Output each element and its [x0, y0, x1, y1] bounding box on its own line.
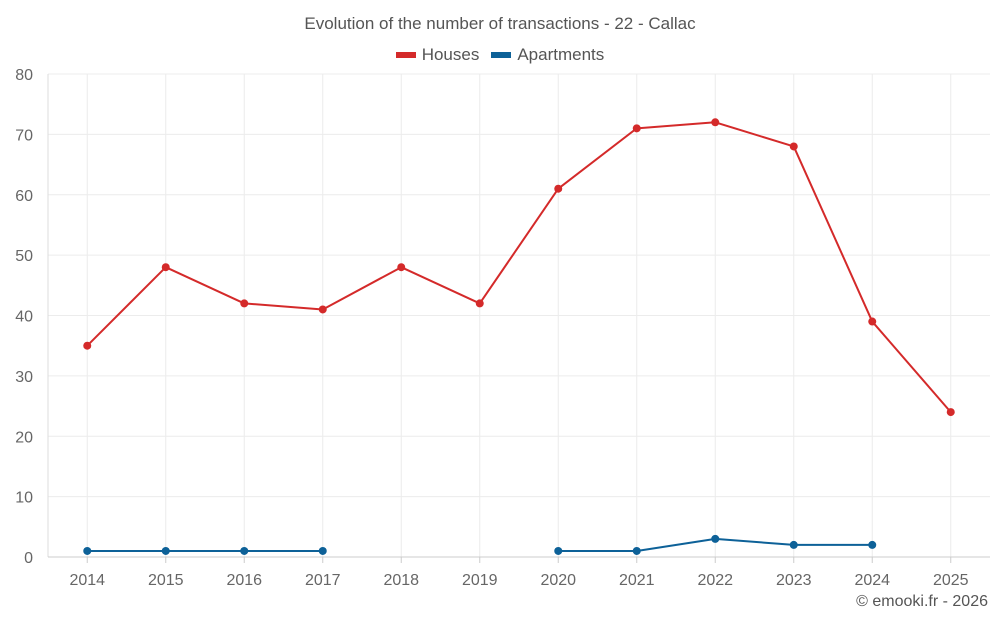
data-point-houses-2019 — [475, 299, 484, 308]
data-point-apartments-2017 — [318, 546, 327, 555]
y-tick-label-40: 40 — [15, 309, 33, 326]
legend-item-houses[interactable]: Houses — [395, 45, 480, 65]
data-point-apartments-2020 — [554, 546, 563, 555]
x-tick-label-2014: 2014 — [69, 572, 105, 589]
x-tick-label-2024: 2024 — [854, 572, 890, 589]
data-point-houses-2022 — [711, 118, 720, 127]
series-line-houses — [86, 121, 952, 413]
x-tick-label-2022: 2022 — [697, 572, 733, 589]
y-tick-label-50: 50 — [15, 248, 33, 265]
x-tick-label-2019: 2019 — [462, 572, 498, 589]
data-point-houses-2018 — [397, 263, 406, 272]
data-point-apartments-2015 — [161, 546, 170, 555]
x-tick-label-2021: 2021 — [619, 572, 655, 589]
data-point-houses-2016 — [240, 299, 249, 308]
data-point-houses-2015 — [161, 263, 170, 272]
y-tick-label-60: 60 — [15, 188, 33, 205]
x-tick-label-2018: 2018 — [383, 572, 419, 589]
legend-swatch-apartments — [491, 52, 512, 58]
data-point-houses-2017 — [318, 305, 327, 314]
legend-swatch-houses — [395, 52, 416, 58]
chart-title: Evolution of the number of transactions … — [304, 14, 696, 33]
legend-label-apartments: Apartments — [517, 45, 605, 64]
x-tick-label-2016: 2016 — [226, 572, 262, 589]
legend-item-apartments[interactable]: Apartments — [491, 45, 604, 65]
data-point-houses-2021 — [632, 124, 641, 133]
data-point-houses-2024 — [868, 317, 877, 326]
data-point-apartments-2022 — [711, 534, 720, 543]
legend-label-houses: Houses — [421, 45, 480, 64]
x-tick-label-2025: 2025 — [933, 572, 969, 589]
y-tick-label-30: 30 — [15, 369, 33, 386]
y-tick-label-10: 10 — [15, 490, 33, 507]
data-point-houses-2025 — [946, 408, 955, 417]
x-tick-label-2017: 2017 — [305, 572, 341, 589]
y-tick-label-0: 0 — [24, 550, 33, 567]
y-tick-label-70: 70 — [15, 127, 33, 144]
x-tick-label-2015: 2015 — [148, 572, 184, 589]
data-point-apartments-2016 — [240, 546, 249, 555]
data-point-apartments-2014 — [83, 546, 92, 555]
data-point-apartments-2021 — [632, 546, 641, 555]
y-tick-label-80: 80 — [15, 67, 33, 84]
chart-legend: Houses Apartments — [0, 45, 1000, 65]
x-tick-label-2023: 2023 — [776, 572, 812, 589]
data-point-houses-2020 — [554, 184, 563, 193]
x-tick-label-2020: 2020 — [540, 572, 576, 589]
credit-text: © emooki.fr - 2026 — [856, 593, 988, 610]
data-point-houses-2014 — [83, 341, 92, 350]
data-point-houses-2023 — [789, 142, 798, 151]
data-point-apartments-2023 — [789, 540, 798, 549]
y-tick-label-20: 20 — [15, 429, 33, 446]
data-point-apartments-2024 — [868, 540, 877, 549]
